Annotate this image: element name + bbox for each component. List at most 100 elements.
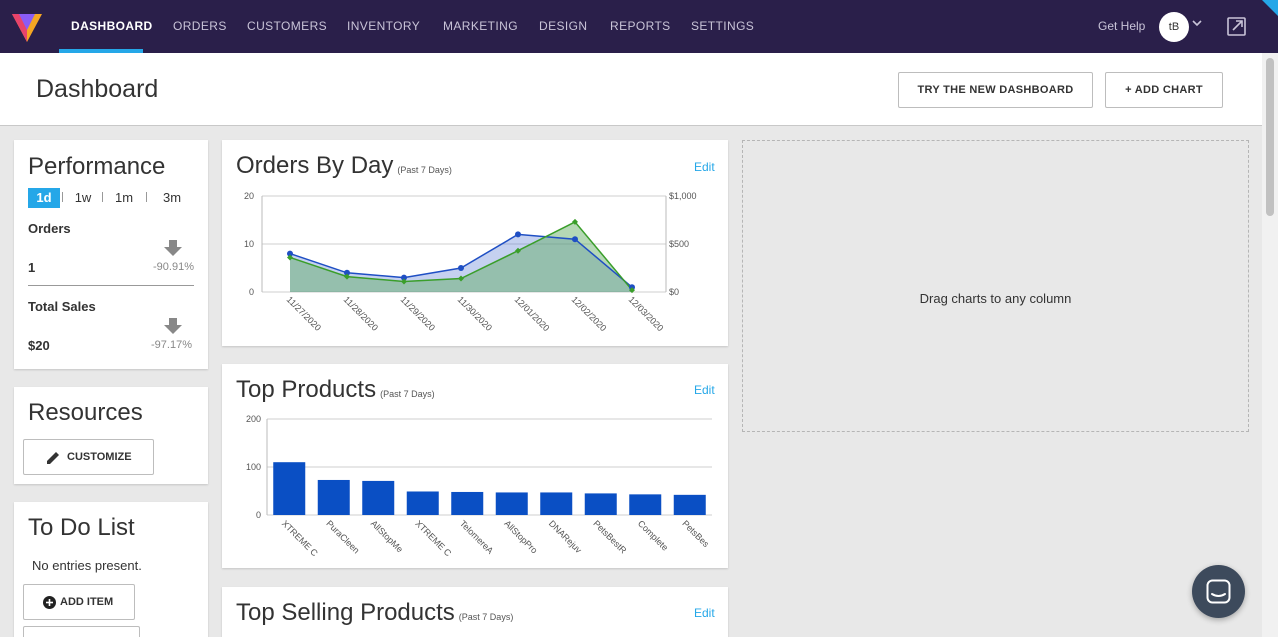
bar (584, 493, 617, 515)
scrollbar[interactable] (1262, 53, 1278, 637)
x-tick-label: 12/02/2020 (570, 294, 609, 333)
arrow-down-icon (164, 240, 182, 256)
corner-badge (1262, 0, 1278, 16)
range-1w-button[interactable]: 1w (74, 190, 92, 205)
sales-point (572, 218, 578, 225)
nav-inventory[interactable]: INVENTORY (347, 19, 421, 33)
x-tick-label: PuraCleen (324, 518, 361, 555)
get-help-link[interactable]: Get Help (1098, 19, 1146, 33)
x-tick-label: XTREME C (280, 518, 320, 558)
x-tick-label: PetsBestR (591, 518, 628, 555)
orders-by-day-title: Orders By Day (Past 7 Days) (236, 152, 452, 180)
orders-point (515, 231, 521, 238)
range-3m-button[interactable]: 3m (162, 190, 182, 205)
todo-card: To Do List No entries present. ADD ITEM (14, 502, 208, 637)
range-1m-button[interactable]: 1m (114, 190, 134, 205)
nav-customers[interactable]: CUSTOMERS (247, 19, 328, 33)
nav-orders[interactable]: ORDERS (173, 19, 227, 33)
x-tick-label: XTREME C (413, 518, 453, 558)
chart-title: Top Products (236, 376, 377, 403)
orders-area (290, 234, 632, 292)
chart-drop-zone[interactable]: Drag charts to any column (742, 140, 1249, 432)
y-tick-label: 200 (246, 414, 261, 424)
y-left-tick-label: 0 (249, 287, 254, 297)
chart-subtitle: (Past 7 Days) (458, 612, 514, 622)
orders-point (572, 236, 578, 243)
sales-point (458, 275, 464, 282)
x-tick-label: AllStopPro (502, 518, 539, 555)
divider (28, 285, 194, 286)
orders-label: Orders (28, 221, 71, 236)
edit-top-products-link[interactable]: Edit (694, 383, 715, 397)
x-tick-label: 12/03/2020 (627, 294, 666, 333)
external-link-icon[interactable] (1227, 17, 1246, 36)
active-tab-indicator (59, 49, 143, 53)
chevron-down-icon[interactable] (1192, 18, 1202, 28)
chart-title: Orders By Day (236, 152, 394, 179)
bar (629, 494, 662, 515)
y-left-tick-label: 10 (244, 239, 254, 249)
performance-card: Performance 1d 1w 1m 3m Orders 1 -90.91%… (14, 140, 208, 369)
x-tick-label: 11/27/2020 (285, 294, 323, 332)
add-chart-button[interactable]: + ADD CHART (1105, 72, 1223, 108)
customize-button[interactable]: CUSTOMIZE (23, 439, 154, 475)
orders-by-day-chart: 0 $0 10 $500 20 $1,000 11/27/2020 11/28/2020 11/… (244, 191, 697, 333)
bar (451, 491, 484, 515)
avatar[interactable]: tB (1159, 12, 1189, 42)
chat-launcher-button[interactable] (1192, 565, 1245, 618)
orders-value: 1 (28, 260, 36, 275)
nav-reports[interactable]: REPORTS (610, 19, 671, 33)
nav-settings[interactable]: SETTINGS (691, 19, 755, 33)
sales-point (287, 254, 293, 261)
x-tick-label: 11/28/2020 (342, 294, 380, 332)
page-header: Dashboard TRY THE NEW DASHBOARD + ADD CH… (0, 53, 1262, 126)
nav-dashboard[interactable]: DASHBOARD (71, 19, 153, 33)
x-tick-label: PetsBes (680, 518, 711, 549)
nav-marketing[interactable]: MARKETING (443, 19, 518, 33)
add-item-label: ADD ITEM (60, 596, 114, 608)
chart-subtitle: (Past 7 Days) (380, 389, 435, 399)
resources-title: Resources (28, 399, 143, 426)
todo-title: To Do List (28, 514, 135, 541)
top-products-title: Top Products (Past 7 Days) (236, 376, 435, 404)
orders-point (401, 274, 407, 281)
chat-icon (1206, 579, 1231, 604)
x-tick-label: DNARejuv (547, 518, 584, 555)
orders-point (344, 269, 350, 276)
total-sales-change: -97.17% (151, 339, 192, 351)
x-tick-label: Complete (636, 518, 670, 552)
chart-title: Top Selling Products (236, 599, 455, 626)
sales-point (629, 287, 635, 294)
y-left-tick-label: 20 (244, 191, 254, 201)
top-selling-title: Top Selling Products (Past 7 Days) (236, 599, 513, 627)
bar (317, 479, 350, 515)
resources-card: Resources CUSTOMIZE (14, 387, 208, 484)
add-item-button[interactable]: ADD ITEM (23, 584, 135, 620)
top-products-card: Top Products (Past 7 Days) Edit 0 100 200 XT… (222, 364, 728, 568)
edit-top-selling-link[interactable]: Edit (694, 606, 715, 620)
total-sales-value: $20 (28, 338, 50, 353)
drop-zone-text: Drag charts to any column (919, 291, 1072, 306)
divider (102, 192, 103, 202)
page-title: Dashboard (36, 75, 159, 103)
todo-secondary-button[interactable] (23, 626, 140, 637)
bar (362, 480, 395, 515)
range-1d-button[interactable]: 1d (28, 188, 60, 208)
orders-change: -90.91% (153, 261, 194, 273)
chart-subtitle: (Past 7 Days) (397, 165, 452, 175)
plus-circle-icon (43, 596, 56, 609)
top-selling-card: Top Selling Products (Past 7 Days) Edit (222, 587, 728, 637)
divider (62, 192, 63, 202)
orders-point (458, 265, 464, 271)
sales-point (515, 247, 521, 254)
x-tick-label: AllStopMe (369, 518, 405, 554)
divider (146, 192, 147, 202)
logo-icon[interactable] (10, 10, 44, 44)
edit-orders-chart-link[interactable]: Edit (694, 160, 715, 174)
try-new-dashboard-button[interactable]: TRY THE NEW DASHBOARD (898, 72, 1093, 108)
x-tick-label: 11/30/2020 (456, 294, 494, 332)
y-tick-label: 0 (256, 510, 261, 520)
scrollbar-thumb[interactable] (1266, 58, 1274, 216)
nav-design[interactable]: DESIGN (539, 19, 588, 33)
